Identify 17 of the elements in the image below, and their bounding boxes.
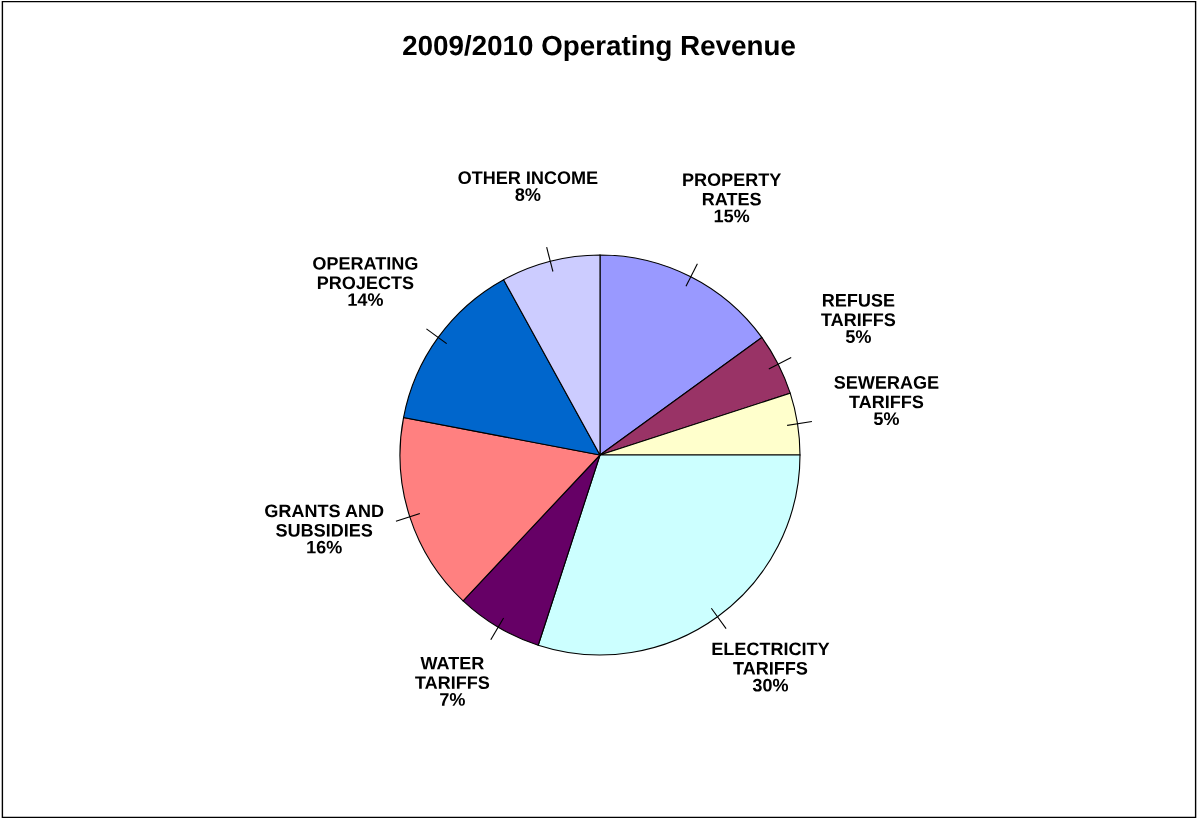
- slice-label: SEWERAGE TARIFFS: [834, 376, 939, 409]
- slice-label: OTHER INCOME: [458, 171, 598, 185]
- data-label: 14%: [348, 293, 383, 306]
- slice-label: PROPERTY RATES: [683, 173, 782, 206]
- slice-label: GRANTS AND SUBSIDIES: [265, 504, 384, 537]
- slice-label: ELECTRICITY TARIFFS: [712, 642, 830, 675]
- data-label: 15%: [714, 209, 750, 223]
- data-label: 8%: [515, 188, 541, 201]
- slice-label: WATER TARIFFS: [415, 656, 490, 689]
- data-label: 16%: [307, 540, 342, 554]
- data-label: 7%: [440, 693, 465, 706]
- data-label: 30%: [752, 678, 789, 692]
- slice-label: OPERATING PROJECTS: [313, 256, 418, 290]
- data-label: 5%: [873, 412, 899, 426]
- data-label: 5%: [845, 330, 871, 343]
- chart-title: 2009/2010 Operating Revenue: [403, 34, 795, 62]
- slice-label: REFUSE TARIFFS: [821, 293, 896, 327]
